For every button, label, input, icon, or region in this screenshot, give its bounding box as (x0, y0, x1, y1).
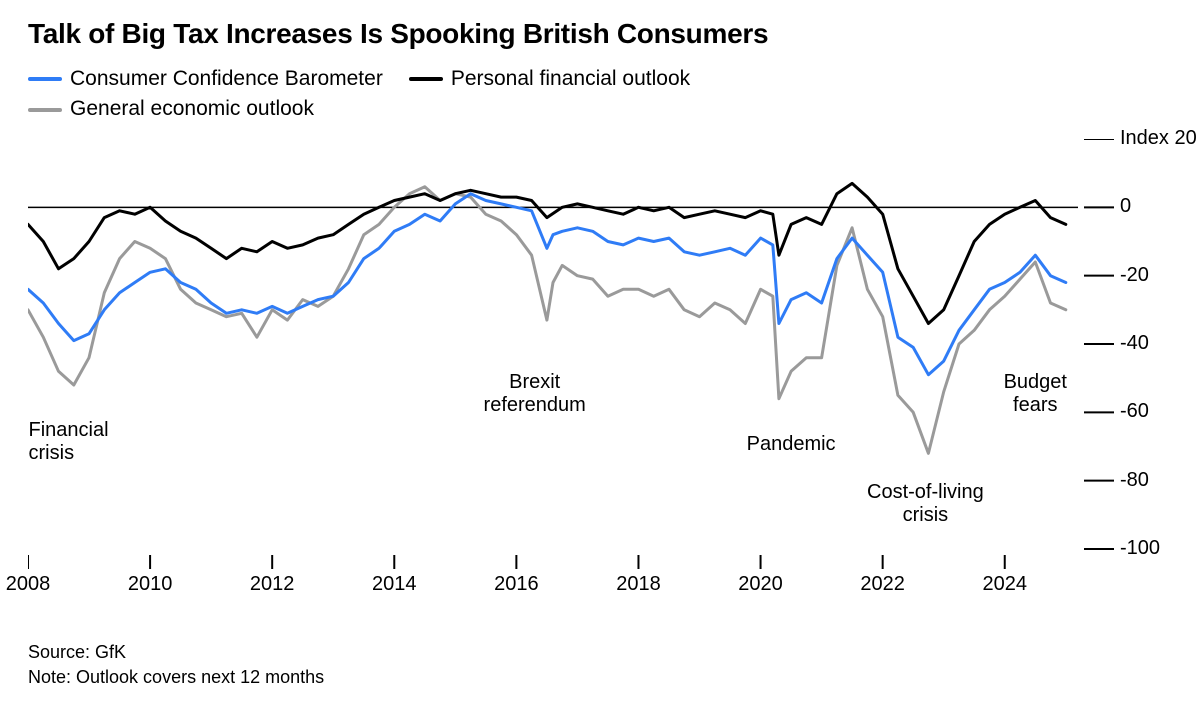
source-text: Source: GfK (28, 640, 324, 665)
note-text: Note: Outlook covers next 12 months (28, 665, 324, 690)
annotation-a2: Brexitreferendum (484, 371, 586, 417)
series-line (28, 194, 1066, 375)
legend-label-1: Consumer Confidence Barometer (70, 64, 383, 94)
y-tick-label: -80 (1120, 469, 1200, 492)
y-tick-label: -20 (1120, 264, 1200, 287)
x-tick-label: 2020 (738, 573, 783, 596)
chart-title: Talk of Big Tax Increases Is Spooking Br… (28, 18, 1172, 50)
y-tick-label: -100 (1120, 537, 1200, 560)
y-tick-label: Index 20 (1120, 127, 1200, 150)
annotation-a3: Pandemic (747, 433, 836, 456)
chart-root: Talk of Big Tax Increases Is Spooking Br… (28, 18, 1172, 609)
legend: Consumer Confidence Barometer Personal f… (28, 64, 1172, 125)
x-tick-label: 2016 (494, 573, 539, 596)
x-tick-label: 2008 (6, 573, 51, 596)
legend-swatch-3 (28, 108, 62, 112)
legend-label-3: General economic outlook (70, 94, 314, 124)
x-tick-label: 2018 (616, 573, 661, 596)
annotation-a5: Budgetfears (1004, 371, 1067, 417)
plot-area: 200820102012201420162018202020222024Inde… (28, 139, 1172, 609)
y-tick-label: -60 (1120, 400, 1200, 423)
x-tick-label: 2024 (982, 573, 1027, 596)
legend-item-3: General economic outlook (28, 94, 314, 124)
x-tick-label: 2010 (128, 573, 173, 596)
x-tick-label: 2022 (860, 573, 905, 596)
legend-label-2: Personal financial outlook (451, 64, 690, 94)
line-chart-svg (28, 139, 1172, 609)
legend-swatch-2 (409, 77, 443, 81)
y-tick-label: 0 (1120, 195, 1200, 218)
series-line (28, 183, 1066, 323)
legend-swatch-1 (28, 77, 62, 81)
annotation-a4: Cost-of-livingcrisis (867, 481, 984, 527)
annotation-a1: Financialcrisis (29, 419, 109, 465)
x-tick-label: 2012 (250, 573, 295, 596)
legend-item-2: Personal financial outlook (409, 64, 690, 94)
chart-footer: Source: GfK Note: Outlook covers next 12… (28, 640, 324, 690)
legend-item-1: Consumer Confidence Barometer (28, 64, 383, 94)
y-tick-label: -40 (1120, 332, 1200, 355)
x-tick-label: 2014 (372, 573, 417, 596)
